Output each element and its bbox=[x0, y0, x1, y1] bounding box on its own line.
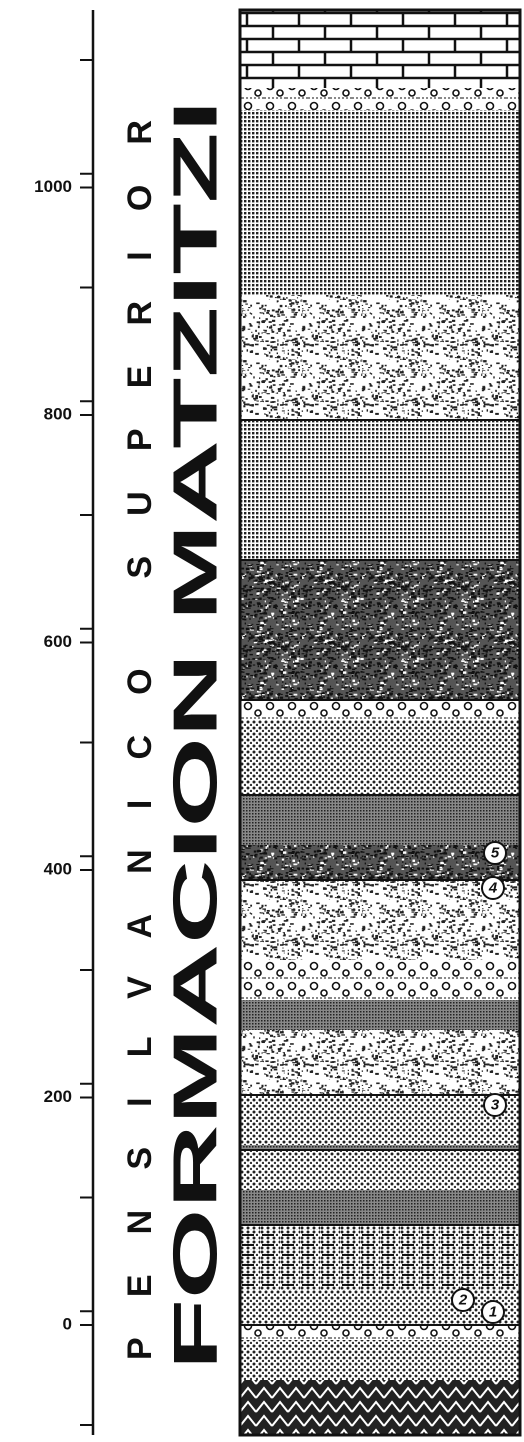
layer bbox=[240, 960, 520, 1000]
layer bbox=[240, 845, 520, 880]
minor-ticks bbox=[80, 60, 93, 1425]
layer bbox=[240, 880, 520, 960]
marker-label: 5 bbox=[491, 845, 500, 862]
layer bbox=[240, 10, 520, 88]
tick-label: 1000 bbox=[34, 177, 72, 196]
marker-label: 4 bbox=[488, 880, 498, 897]
tick-label: 800 bbox=[44, 404, 72, 423]
layer bbox=[240, 295, 520, 420]
stratigraphic-column: 02004006008001000 PENSILVANICO SUPERIOR … bbox=[0, 0, 524, 1442]
tick-label: 400 bbox=[44, 859, 72, 878]
layer bbox=[240, 1095, 520, 1145]
layer bbox=[240, 795, 520, 845]
layer bbox=[240, 720, 520, 795]
layer bbox=[240, 110, 520, 295]
marker-label: 1 bbox=[489, 1304, 497, 1321]
marker-label: 2 bbox=[458, 1292, 468, 1309]
tick-label: 0 bbox=[63, 1314, 72, 1333]
layer bbox=[240, 1340, 520, 1380]
tick-label: 600 bbox=[44, 632, 72, 651]
marker-label: 3 bbox=[491, 1097, 500, 1114]
layer bbox=[240, 1000, 520, 1030]
layer bbox=[240, 1190, 520, 1225]
layer bbox=[240, 1380, 520, 1435]
tick-label: 200 bbox=[44, 1087, 72, 1106]
layer bbox=[240, 1150, 520, 1190]
column bbox=[240, 10, 520, 1435]
period-label: PENSILVANICO SUPERIOR bbox=[121, 120, 159, 1360]
layer bbox=[240, 1030, 520, 1095]
layer bbox=[240, 1225, 520, 1290]
layer bbox=[240, 560, 520, 700]
layer bbox=[240, 420, 520, 560]
layer bbox=[240, 1325, 520, 1340]
layer bbox=[240, 1290, 520, 1325]
ticks: 0 200 400 600 800 1000 bbox=[34, 177, 93, 1334]
formation-label: FORMACION MATZITZI bbox=[161, 100, 230, 1370]
layer bbox=[240, 88, 520, 110]
layer bbox=[240, 700, 520, 720]
